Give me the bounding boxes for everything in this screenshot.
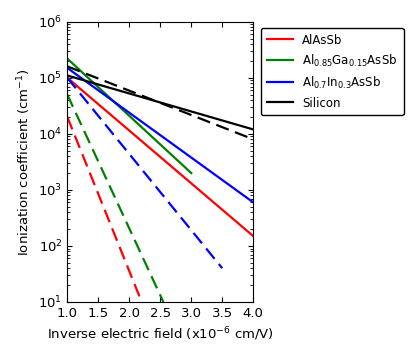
Al$_{0.7}$In$_{0.3}$AsSb [65,66,70,70]
Silicon [217,117,222,122]
Al$_{0.7}$In$_{0.3}$AsSb [153,130,158,134]
Al$_{0.85}$Ga$_{0.15}$AsSb [189,171,194,175]
AlAsSb [251,234,256,238]
Line: Silicon: Silicon [67,76,253,130]
Silicon [65,73,70,78]
Al$_{0.7}$In$_{0.3}$AsSb [246,197,251,201]
Al$_{0.85}$Ga$_{0.15}$AsSb [166,150,171,155]
AlAsSb [217,205,222,210]
AlAsSb [154,152,159,156]
Al$_{0.7}$In$_{0.3}$AsSb [154,130,159,135]
AlAsSb [65,76,70,80]
AlAsSb [246,230,251,234]
Silicon [154,99,159,103]
Silicon [176,106,181,110]
Silicon [246,126,251,130]
Silicon [153,99,158,103]
Line: AlAsSb: AlAsSb [67,78,253,236]
Legend: AlAsSb, Al$_{0.85}$Ga$_{0.15}$AsSb, Al$_{0.7}$In$_{0.3}$AsSb, Silicon: AlAsSb, Al$_{0.85}$Ga$_{0.15}$AsSb, Al$_… [261,28,404,115]
Al$_{0.85}$Ga$_{0.15}$AsSb [139,125,144,129]
Al$_{0.85}$Ga$_{0.15}$AsSb [65,57,70,61]
Silicon [251,127,256,132]
Line: Al$_{0.85}$Ga$_{0.15}$AsSb: Al$_{0.85}$Ga$_{0.15}$AsSb [67,59,191,173]
Al$_{0.7}$In$_{0.3}$AsSb [165,139,171,143]
Al$_{0.85}$Ga$_{0.15}$AsSb [186,168,191,173]
Al$_{0.7}$In$_{0.3}$AsSb [251,200,256,204]
Al$_{0.85}$Ga$_{0.15}$AsSb [124,112,129,116]
Al$_{0.7}$In$_{0.3}$AsSb [217,176,222,180]
X-axis label: Inverse electric field (x10$^{-6}$ cm/V): Inverse electric field (x10$^{-6}$ cm/V) [47,325,274,343]
Silicon [165,102,171,107]
Al$_{0.85}$Ga$_{0.15}$AsSb [123,111,129,115]
AlAsSb [176,170,181,174]
Al$_{0.7}$In$_{0.3}$AsSb [176,146,181,150]
AlAsSb [165,161,171,166]
Al$_{0.85}$Ga$_{0.15}$AsSb [132,118,137,123]
Line: Al$_{0.7}$In$_{0.3}$AsSb: Al$_{0.7}$In$_{0.3}$AsSb [67,68,253,202]
AlAsSb [153,151,158,155]
Y-axis label: Ionization coefficient (cm$^{-1}$): Ionization coefficient (cm$^{-1}$) [15,68,33,256]
